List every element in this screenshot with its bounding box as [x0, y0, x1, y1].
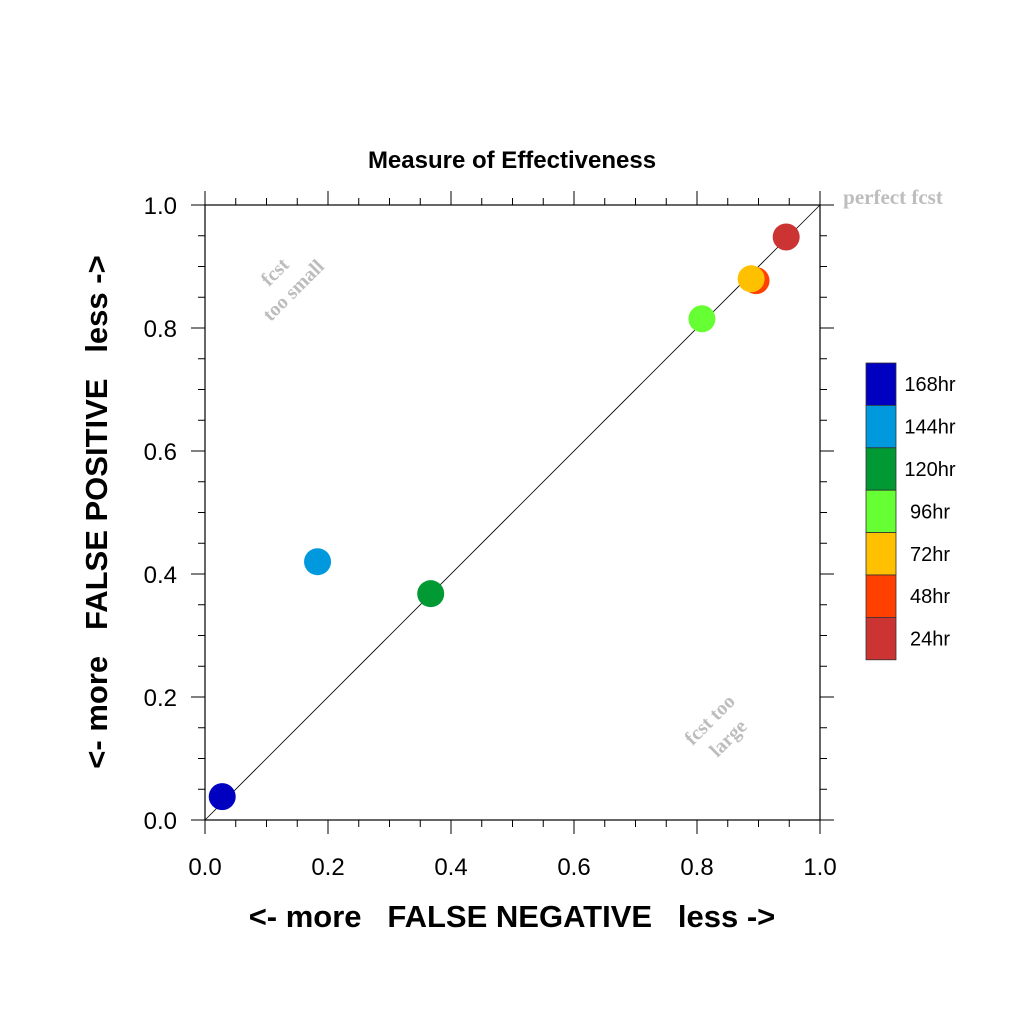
- x-tick-label: 0.6: [557, 854, 590, 881]
- point-24hr: [772, 223, 800, 251]
- y-tick-label: 0.0: [144, 808, 177, 835]
- legend-label-168hr: 168hr: [904, 374, 955, 396]
- legend-label-144hr: 144hr: [904, 417, 955, 439]
- legend-label-72hr: 72hr: [910, 544, 950, 566]
- x-axis-label: <- more FALSE NEGATIVE less ->: [249, 899, 776, 934]
- y-axis-label: <- more FALSE POSITIVE less ->: [79, 255, 114, 768]
- legend-label-48hr: 48hr: [910, 586, 950, 608]
- point-144hr: [304, 548, 332, 576]
- legend-swatch-168hr: [865, 362, 897, 406]
- chart-title: Measure of Effectiveness: [368, 147, 656, 174]
- legend-swatch-96hr: [865, 489, 897, 534]
- annotation-perfect-fcst: perfect fcst: [843, 185, 943, 209]
- legend-swatch-144hr: [865, 404, 897, 449]
- x-tick-label: 0.2: [311, 854, 344, 881]
- legend-label-96hr: 96hr: [910, 501, 950, 523]
- y-tick-label: 0.8: [144, 316, 177, 343]
- scatter-points: [208, 223, 800, 811]
- y-tick-label: 0.6: [144, 439, 177, 466]
- annotation-too-small: fcst too small: [257, 254, 329, 326]
- point-96hr: [688, 305, 716, 333]
- y-tick-label: 1.0: [144, 193, 177, 220]
- x-tick-label: 0.8: [680, 854, 713, 881]
- legend: 168hr 144hr 120hr 96hr 72hr 48hr 24hr: [865, 362, 956, 661]
- legend-swatch-48hr: [865, 574, 897, 618]
- legend-swatch-24hr: [865, 617, 897, 661]
- y-tick-label: 0.2: [144, 685, 177, 712]
- x-tick-label: 1.0: [803, 854, 836, 881]
- legend-label-120hr: 120hr: [904, 459, 955, 481]
- axis-ticks: 0.0 0.2 0.4 0.6 0.8 1.0 0.0 0.2 0.4 0.6 0.8 1.0: [144, 191, 837, 881]
- diagonal-reference-line: [204, 204, 821, 821]
- legend-label-24hr: 24hr: [910, 629, 950, 651]
- point-120hr: [417, 580, 445, 608]
- annotation-too-large: fcst too large: [681, 691, 752, 762]
- legend-swatch-72hr: [865, 532, 897, 576]
- x-tick-label: 0.4: [434, 854, 467, 881]
- legend-swatch-120hr: [865, 447, 897, 491]
- x-tick-label: 0.0: [188, 854, 221, 881]
- point-168hr: [208, 783, 236, 811]
- y-tick-label: 0.4: [144, 562, 177, 589]
- point-72hr: [737, 265, 765, 293]
